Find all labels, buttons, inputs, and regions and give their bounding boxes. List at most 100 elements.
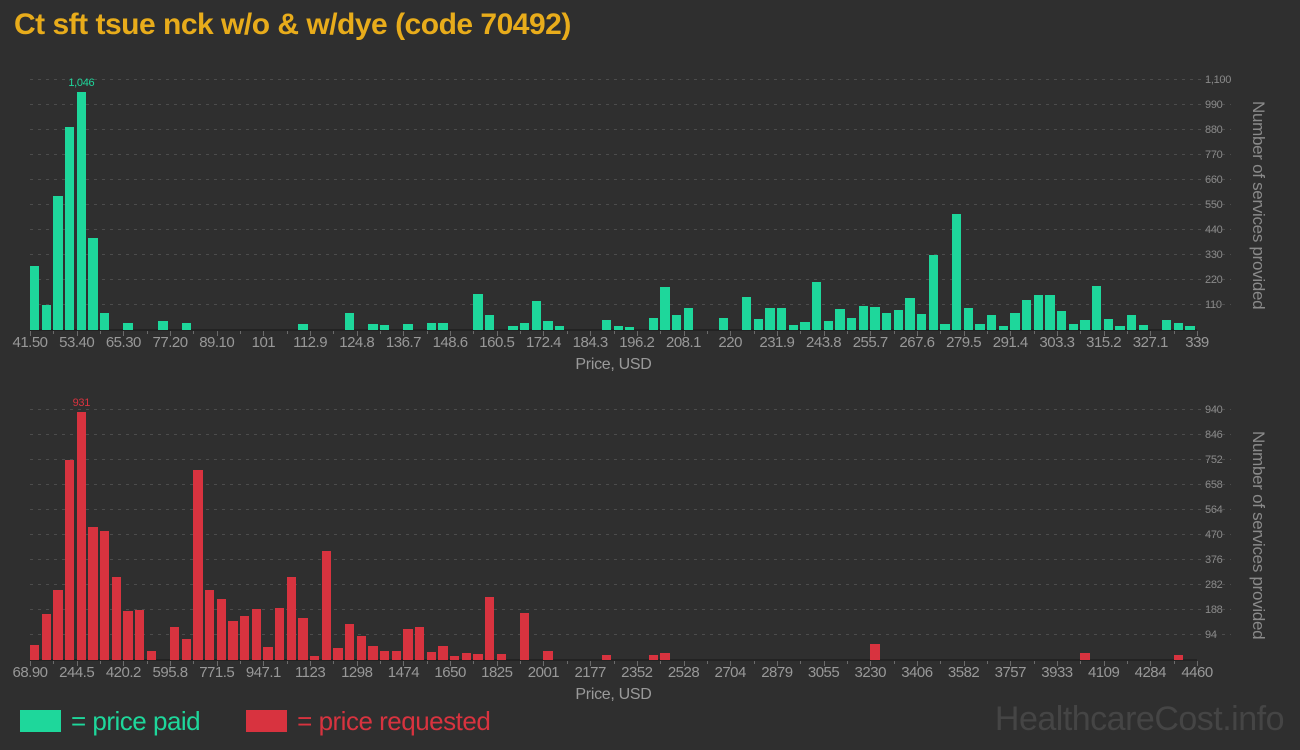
histogram-bar <box>776 308 787 330</box>
histogram-bar <box>823 320 833 330</box>
gridline <box>30 79 1231 80</box>
price-paid-x-axis-title: Price, USD <box>575 356 652 373</box>
histogram-bar <box>765 308 775 330</box>
histogram-bar <box>100 312 110 330</box>
gridline <box>30 129 1231 130</box>
axis-tick <box>76 331 78 336</box>
axis-tick <box>403 661 405 666</box>
histogram-bar <box>41 614 51 660</box>
y-tick-label: 282 <box>1205 579 1223 591</box>
axis-tick <box>963 661 965 666</box>
histogram-bar <box>88 237 98 330</box>
axis-tick <box>636 661 638 666</box>
axis-tick <box>706 661 708 664</box>
axis-tick <box>1033 331 1035 334</box>
price-requested-legend-swatch <box>246 710 288 732</box>
histogram-bar <box>1173 322 1183 330</box>
y-tick-label: 658 <box>1205 479 1223 491</box>
price-paid-x-tick-labels: 41.50 53.40 65.30 77.20 89.10 101 112.9 124.8 13… <box>12 334 1209 352</box>
histogram-bar <box>543 650 553 660</box>
histogram-bar <box>298 618 308 660</box>
axis-tick <box>940 331 942 334</box>
histogram-bar <box>216 599 227 660</box>
price-requested-x-axis-title: Price, USD <box>575 686 652 703</box>
axis-tick <box>870 661 872 666</box>
histogram-bar <box>940 323 950 330</box>
histogram-bar <box>1080 652 1090 660</box>
histogram-bar <box>1021 300 1032 330</box>
axis-tick <box>520 331 522 334</box>
histogram-bar <box>648 317 658 330</box>
axis-tick <box>193 331 195 334</box>
histogram-bar <box>135 610 145 660</box>
histogram-bar <box>65 127 75 330</box>
x-tick-label: 41.50 <box>12 334 48 351</box>
axis-tick <box>403 331 405 336</box>
histogram-bar <box>368 645 378 660</box>
price-requested-y-tick-labels: 94 188 282 376 470 564 658 752 846 940 <box>1205 404 1255 660</box>
y-tick-label: 550 <box>1205 199 1223 211</box>
axis-tick <box>683 661 685 666</box>
histogram-bar <box>380 325 390 330</box>
axis-tick <box>1173 331 1175 334</box>
histogram-bar <box>951 214 962 330</box>
histogram-bar <box>286 576 297 660</box>
histogram-bar <box>251 609 262 660</box>
histogram-bar <box>800 322 810 330</box>
histogram-bar <box>170 626 180 660</box>
axis-tick <box>100 331 102 334</box>
x-tick-label: 124.8 <box>339 334 375 351</box>
histogram-bar <box>905 297 915 330</box>
histogram-bar <box>520 322 530 330</box>
axis-tick <box>916 661 918 666</box>
axis-tick <box>473 331 475 334</box>
axis-tick <box>356 331 358 336</box>
axis-tick <box>356 661 358 666</box>
x-tick-label: 2001 <box>527 664 560 681</box>
y-tick-label: 1,100 <box>1205 74 1232 86</box>
histogram-bar <box>1033 295 1043 330</box>
axis-tick <box>846 661 848 664</box>
legend: = price paid = price requested <box>20 704 491 738</box>
histogram-bar <box>193 469 203 660</box>
histogram-bar <box>321 550 332 660</box>
axis-tick <box>216 661 218 666</box>
histogram-bar <box>531 300 542 330</box>
axis-tick <box>870 331 872 336</box>
y-tick-label: 940 <box>1205 404 1223 416</box>
axis-tick <box>193 661 195 664</box>
axis-tick <box>426 661 428 664</box>
x-tick-label: 2528 <box>667 664 700 681</box>
axis-tick <box>76 661 78 666</box>
gridline <box>30 634 1231 635</box>
histogram-bar <box>1126 315 1137 330</box>
histogram-bar <box>671 315 682 330</box>
axis-tick <box>1103 331 1105 336</box>
x-axis-line <box>30 659 1197 661</box>
peak-value-label: 1,046 <box>68 77 95 90</box>
x-tick-label: 1474 <box>387 664 420 681</box>
x-tick-label: 160.5 <box>479 334 515 351</box>
y-tick-label: 330 <box>1205 249 1223 261</box>
histogram-bar <box>53 589 63 660</box>
histogram-bar <box>916 313 927 330</box>
histogram-bar <box>1010 313 1020 330</box>
axis-tick <box>776 331 778 336</box>
y-tick-label: 752 <box>1205 454 1223 466</box>
axis-tick <box>590 331 592 336</box>
gridline <box>30 409 1231 410</box>
y-tick-label: 94 <box>1205 629 1217 641</box>
x-tick-label: 2879 <box>761 664 793 681</box>
axis-tick <box>380 661 382 664</box>
y-tick-label: 770 <box>1205 149 1223 161</box>
histogram-bar <box>858 306 868 330</box>
axis-tick <box>240 661 242 664</box>
axis-tick <box>146 661 148 664</box>
axis-tick <box>893 661 895 664</box>
x-tick-label: 3230 <box>854 664 887 681</box>
axis-tick <box>1197 661 1198 666</box>
x-tick-label: 184.3 <box>572 334 609 351</box>
histogram-bar <box>415 627 425 660</box>
x-tick-label: 53.40 <box>59 334 95 351</box>
histogram-bar <box>753 318 763 330</box>
